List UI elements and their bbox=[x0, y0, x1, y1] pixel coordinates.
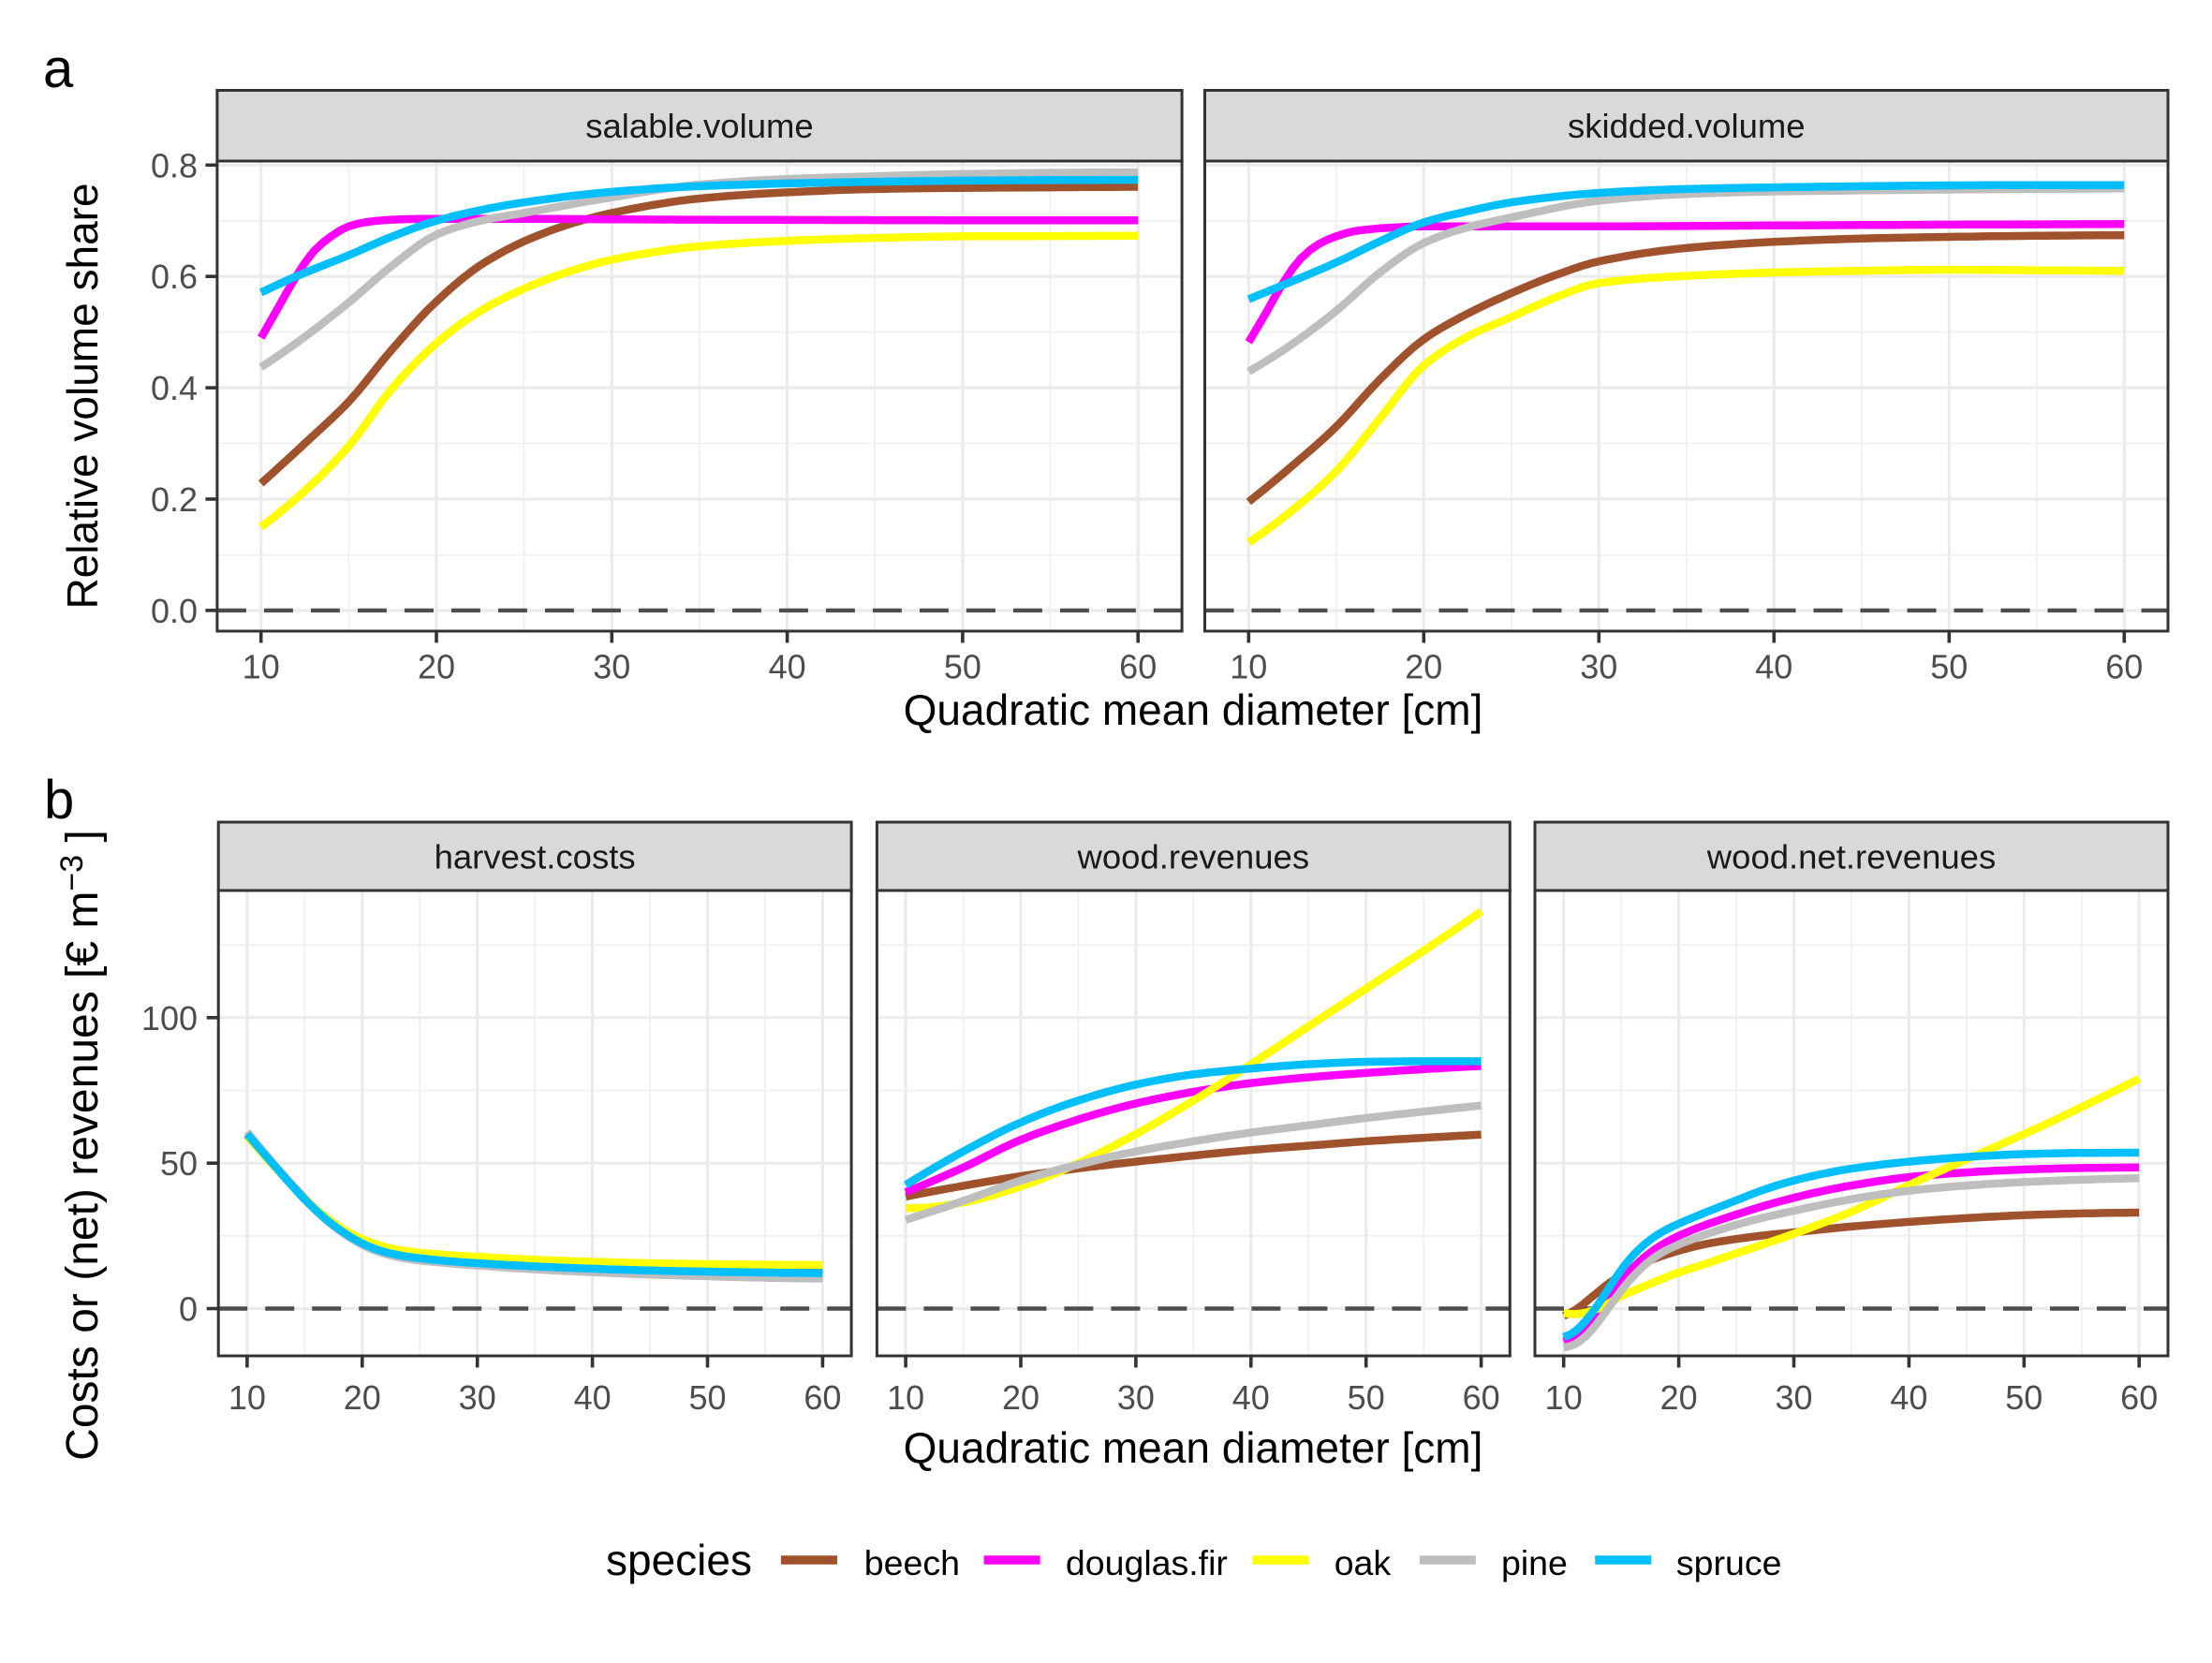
svg-text:60: 60 bbox=[2120, 1378, 2158, 1417]
svg-text:harvest.costs: harvest.costs bbox=[435, 838, 636, 876]
svg-text:10: 10 bbox=[1545, 1378, 1583, 1417]
svg-text:50: 50 bbox=[1348, 1378, 1385, 1417]
svg-text:Relative volume share: Relative volume share bbox=[58, 183, 107, 609]
svg-text:30: 30 bbox=[1117, 1378, 1155, 1417]
svg-text:30: 30 bbox=[1775, 1378, 1812, 1417]
svg-text:skidded.volume: skidded.volume bbox=[1568, 107, 1806, 145]
svg-text:spruce: spruce bbox=[1676, 1543, 1782, 1582]
svg-text:10: 10 bbox=[243, 648, 280, 686]
svg-text:wood.revenues: wood.revenues bbox=[1077, 838, 1310, 876]
svg-text:pine: pine bbox=[1501, 1543, 1568, 1582]
svg-text:60: 60 bbox=[1119, 648, 1157, 686]
svg-text:40: 40 bbox=[1232, 1378, 1270, 1417]
svg-text:0.0: 0.0 bbox=[151, 592, 198, 630]
svg-text:30: 30 bbox=[593, 648, 630, 686]
svg-text:40: 40 bbox=[574, 1378, 612, 1417]
svg-text:0.2: 0.2 bbox=[151, 480, 198, 519]
svg-text:50: 50 bbox=[1930, 648, 1968, 686]
svg-text:0.4: 0.4 bbox=[151, 369, 198, 407]
svg-text:50: 50 bbox=[2005, 1378, 2042, 1417]
svg-text:30: 30 bbox=[459, 1378, 496, 1417]
svg-text:wood.net.revenues: wood.net.revenues bbox=[1706, 838, 1996, 876]
svg-text:100: 100 bbox=[141, 999, 198, 1038]
svg-text:a: a bbox=[43, 38, 74, 99]
svg-text:40: 40 bbox=[1890, 1378, 1927, 1417]
svg-text:douglas.fir: douglas.fir bbox=[1066, 1543, 1228, 1582]
svg-text:30: 30 bbox=[1580, 648, 1617, 686]
svg-text:20: 20 bbox=[1002, 1378, 1040, 1417]
svg-text:species: species bbox=[606, 1536, 752, 1584]
svg-text:50: 50 bbox=[160, 1144, 198, 1183]
svg-text:50: 50 bbox=[688, 1378, 726, 1417]
svg-text:0.6: 0.6 bbox=[151, 258, 198, 296]
svg-text:0.8: 0.8 bbox=[151, 146, 198, 184]
svg-text:b: b bbox=[44, 770, 74, 831]
svg-text:10: 10 bbox=[1230, 648, 1267, 686]
svg-text:60: 60 bbox=[804, 1378, 841, 1417]
svg-text:salable.volume: salable.volume bbox=[585, 107, 813, 145]
svg-text:20: 20 bbox=[1405, 648, 1442, 686]
svg-text:20: 20 bbox=[418, 648, 455, 686]
svg-text:beech: beech bbox=[864, 1543, 960, 1582]
svg-text:60: 60 bbox=[2105, 648, 2143, 686]
svg-text:oak: oak bbox=[1335, 1543, 1392, 1582]
svg-text:Costs or (net) revenues [€ m−3: Costs or (net) revenues [€ m−3 ] bbox=[54, 830, 108, 1461]
svg-text:0: 0 bbox=[179, 1290, 198, 1329]
svg-text:Quadratic mean diameter [cm]: Quadratic mean diameter [cm] bbox=[904, 685, 1483, 734]
svg-text:40: 40 bbox=[1755, 648, 1792, 686]
svg-text:20: 20 bbox=[344, 1378, 381, 1417]
svg-text:Quadratic mean diameter [cm]: Quadratic mean diameter [cm] bbox=[904, 1423, 1483, 1472]
svg-text:50: 50 bbox=[944, 648, 981, 686]
svg-text:60: 60 bbox=[1463, 1378, 1500, 1417]
svg-text:40: 40 bbox=[769, 648, 806, 686]
svg-text:20: 20 bbox=[1660, 1378, 1698, 1417]
svg-text:10: 10 bbox=[887, 1378, 924, 1417]
svg-text:10: 10 bbox=[229, 1378, 266, 1417]
